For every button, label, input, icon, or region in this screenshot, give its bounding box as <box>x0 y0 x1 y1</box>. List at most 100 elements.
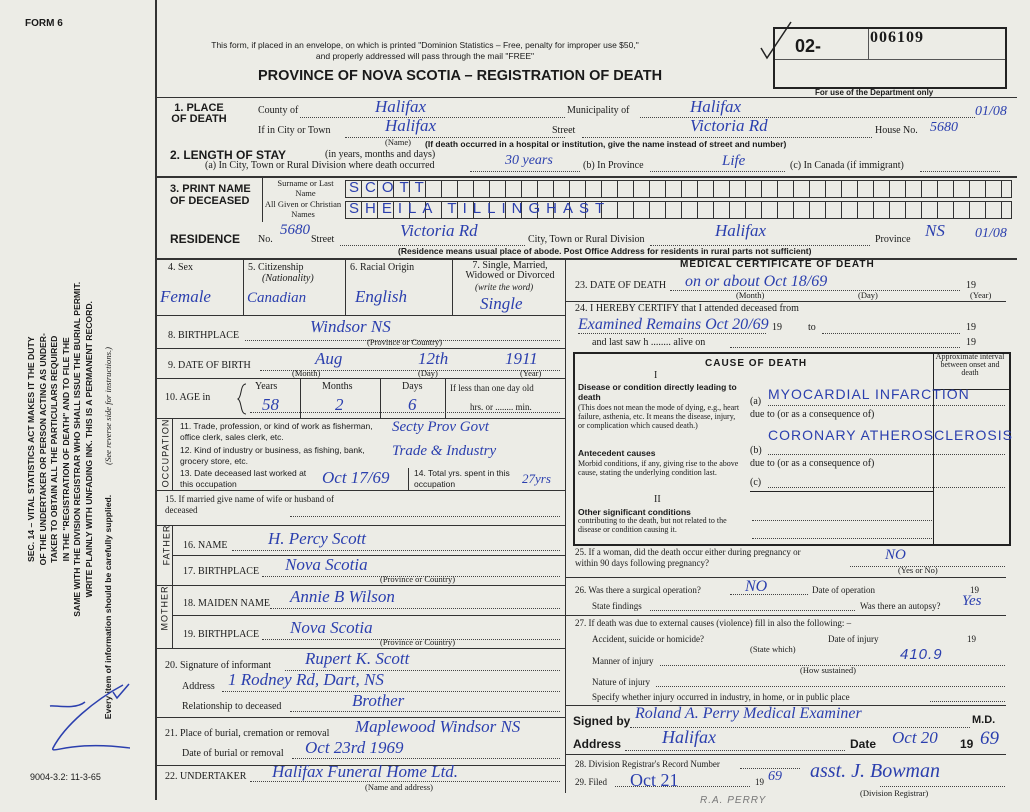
given-names-boxes[interactable] <box>345 201 1012 219</box>
part-one-label: I <box>654 370 658 381</box>
age-days: 6 <box>408 395 417 414</box>
industry-value: Trade & Industry <box>392 443 497 459</box>
res-province-value: NS <box>925 221 945 240</box>
informant-label: 20. Signature of informant <box>165 660 272 671</box>
a-label: (a) <box>750 396 762 407</box>
relationship-value: Brother <box>352 691 405 710</box>
external-causes-label: 27. If death was due to external causes … <box>575 618 852 628</box>
record-number-label: 28. Division Registrar's Record Number <box>575 759 720 769</box>
cause-b-value: CORONARY ATHEROSCLEROSIS <box>768 427 1013 443</box>
informant-address-value: 1 Rodney Rd, Dart, NS <box>228 670 384 689</box>
father-name-value: H. Percy Scott <box>268 529 367 548</box>
signed-by-value: Roland A. Perry Medical Examiner <box>635 705 862 722</box>
date-of-operation-label: Date of operation <box>812 585 875 595</box>
stay-c-label: (c) In Canada (if immigrant) <box>790 160 904 171</box>
marital-label: 7. Single, Married, Widowed or Divorced <box>465 260 555 281</box>
form-number: FORM 6 <box>25 18 63 29</box>
due-to-label: due to (or as a consequence of) <box>750 458 875 469</box>
initial-mark-icon <box>49 683 130 751</box>
pregnancy-label: 25. If a woman, did the death occur eith… <box>575 547 801 568</box>
res-city-label: City, Town or Rural Division <box>528 234 645 245</box>
signed-by-label: Signed by <box>573 714 631 728</box>
month-note: (Month) <box>292 368 321 378</box>
dob-year: 1911 <box>505 349 538 368</box>
res-street-value: Victoria Rd <box>400 221 478 240</box>
municipality-label: Municipality of <box>567 105 630 116</box>
department-code-2: 01/08 <box>975 226 1007 241</box>
surname-boxes[interactable] <box>345 180 1012 198</box>
date-value: Oct 20 <box>892 728 938 747</box>
date-label: Date <box>850 737 877 751</box>
marital-value: Single <box>480 294 523 313</box>
dob-month: Aug <box>315 349 343 368</box>
surname-value: SCOTT <box>349 179 430 196</box>
year-prefix: 19 <box>755 777 764 787</box>
direct-cause-desc: (This does not mean the mode of dying, e… <box>578 403 740 430</box>
part-two-label: II <box>654 494 661 505</box>
last-saw-label: and last saw h ........ alive on <box>592 337 706 348</box>
citizenship-label: 5. Citizenship <box>248 262 304 273</box>
res-no-value: 5680 <box>280 222 310 238</box>
manner-label: Manner of injury <box>592 656 654 666</box>
year-prefix: 19 <box>967 634 976 644</box>
year-prefix: 19 <box>966 280 976 291</box>
nationality-note: (Nationality) <box>262 273 314 284</box>
filed-year: 69 <box>768 769 782 784</box>
filed-label: 29. Filed <box>575 777 608 787</box>
total-yrs-value: 27yrs <box>522 471 551 486</box>
day-note: (Day) <box>858 290 878 300</box>
state-which-note: (State which) <box>750 644 796 654</box>
filed-value: Oct 21 <box>630 770 679 790</box>
print-name-label: 3. PRINT NAME OF DECEASED <box>170 183 251 207</box>
state-findings-label: State findings <box>592 601 642 611</box>
nature-label: Nature of injury <box>592 677 650 687</box>
b-label: (b) <box>750 445 762 456</box>
stay-b-value: Life <box>722 153 746 169</box>
certify-label: 24. I HEREBY CERTIFY that I attended dec… <box>575 303 799 314</box>
mother-birthplace-value: Nova Scotia <box>290 618 373 637</box>
relationship-label: Relationship to deceased <box>182 701 282 712</box>
mother-birthplace-label: 19. BIRTHPLACE <box>183 629 260 640</box>
dob-label: 9. DATE OF BIRTH <box>168 360 251 371</box>
yes-no-note: (Yes or No) <box>898 565 938 575</box>
last-worked-value: Oct 17/69 <box>322 468 390 487</box>
undertaker-value: Halifax Funeral Home Ltd. <box>272 762 459 781</box>
date-year: 69 <box>980 728 999 749</box>
form-code: 9004-3.2: 11-3-65 <box>30 772 101 782</box>
medical-certificate-title: MEDICAL CERTIFICATE OF DEATH <box>680 259 875 270</box>
certify-value: Examined Remains Oct 20/69 <box>578 316 769 333</box>
age-months: 2 <box>335 395 344 414</box>
department-use-label: For use of the Department only <box>815 88 934 97</box>
form-title: PROVINCE OF NOVA SCOTIA – REGISTRATION O… <box>258 68 663 84</box>
maiden-name-label: 18. MAIDEN NAME <box>183 598 270 609</box>
interval-label: Approximate interval between onset and d… <box>935 352 1005 377</box>
name-and-address-note: (Name and address) <box>365 782 433 792</box>
mother-label: MOTHER <box>159 585 170 631</box>
citizenship-value: Canadian <box>247 290 307 306</box>
street-label: Street <box>552 125 576 136</box>
trade-label: 11. Trade, profession, or kind of work a… <box>180 421 373 442</box>
year-prefix: 19 <box>960 737 974 751</box>
md-label: M.D. <box>972 714 996 726</box>
side-line: OF THE UNDERTAKER OR PERSON ACTING AS UN… <box>37 333 48 566</box>
hrs-min-label: hrs. or ........ min. <box>470 402 532 412</box>
autopsy-label: Was there an autopsy? <box>860 601 941 611</box>
years-label: Years <box>255 381 278 392</box>
year-prefix: 19 <box>966 322 976 333</box>
c-label: (c) <box>750 477 762 488</box>
to-label: to <box>808 322 816 333</box>
address-value: Halifax <box>662 727 716 747</box>
manner-code: 410.9 <box>900 646 943 663</box>
res-no-label: No. <box>258 234 273 245</box>
informant-address-label: Address <box>182 681 215 692</box>
racial-label: 6. Racial Origin <box>350 262 415 273</box>
side-line: SEC. 14 – VITAL STATISTICS ACT MAKES IT … <box>25 336 36 562</box>
write-word-note: (write the word) <box>475 282 534 292</box>
registration-prefix: 02- <box>795 36 822 56</box>
place-of-death-label: 1. PLACE OF DEATH <box>171 102 227 125</box>
date-of-injury-label: Date of injury <box>828 634 879 644</box>
perry-stamp: R.A. PERRY <box>700 795 767 806</box>
date-of-death-label: 23. DATE OF DEATH <box>575 280 667 291</box>
maiden-name-value: Annie B Wilson <box>290 587 395 606</box>
